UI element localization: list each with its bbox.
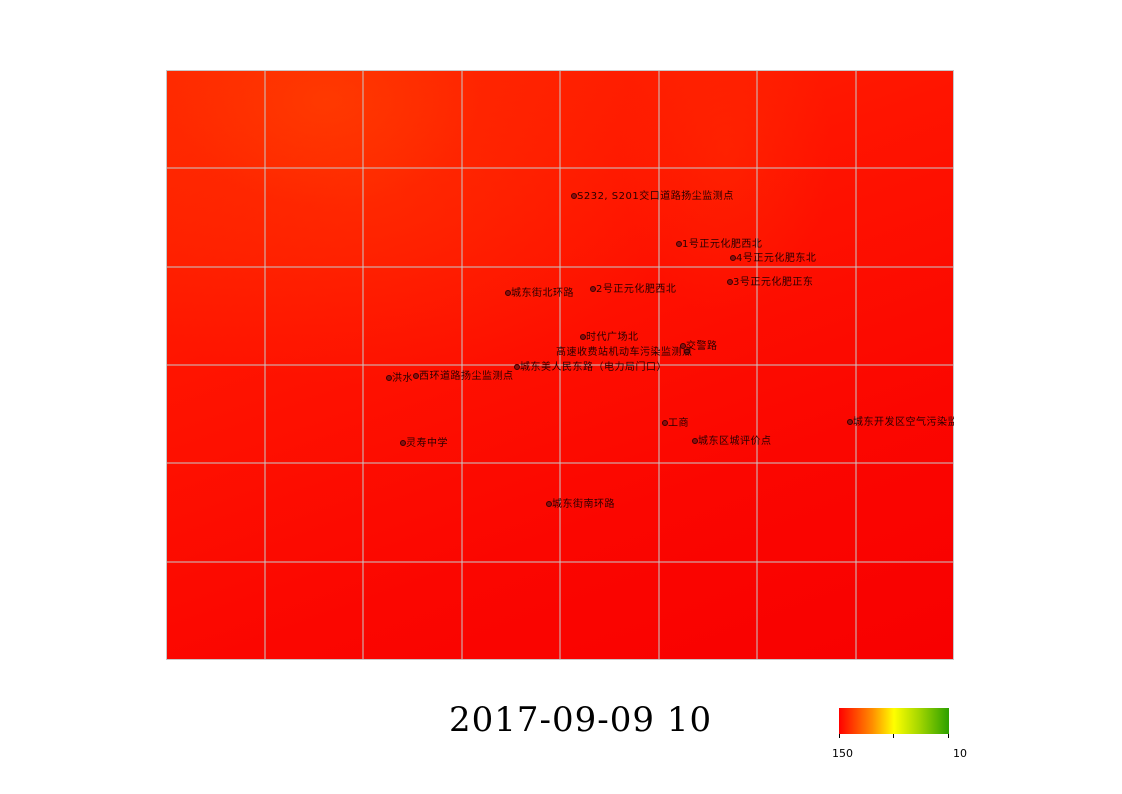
station-label: 洪水	[392, 373, 413, 384]
station-marker-icon	[692, 438, 698, 444]
station-marker-icon	[386, 375, 392, 381]
station-label: S232, S201交口道路扬尘监测点	[577, 191, 734, 202]
station-label: 灵寿中学	[406, 438, 448, 449]
station-marker-icon	[680, 343, 686, 349]
color-legend-bar	[839, 708, 949, 734]
station-marker-icon	[514, 364, 520, 370]
legend-tick	[839, 734, 840, 738]
station-marker-icon	[590, 286, 596, 292]
station-label: 城东美人民东路（电力局门口）	[520, 362, 667, 373]
station-marker-icon	[662, 420, 668, 426]
station-marker-icon	[684, 349, 690, 355]
station-label: 城东开发区空气污染监测点	[853, 417, 954, 428]
station-label: 西环道路扬尘监测点	[419, 371, 514, 382]
station-marker-icon	[676, 241, 682, 247]
station-label: 4号正元化肥东北	[736, 253, 817, 264]
station-marker-icon	[400, 440, 406, 446]
station-label: 2号正元化肥西北	[596, 284, 677, 295]
legend-min-label: 150	[832, 747, 853, 760]
station-marker-icon	[847, 419, 853, 425]
station-marker-icon	[546, 501, 552, 507]
map-grid	[166, 70, 954, 660]
station-marker-icon	[727, 279, 733, 285]
station-marker-icon	[505, 290, 511, 296]
station-label: 时代广场北	[586, 332, 639, 343]
station-label: 3号正元化肥正东	[733, 277, 814, 288]
map-timestamp: 2017-09-09 10	[449, 700, 713, 740]
station-marker-icon	[730, 255, 736, 261]
legend-max-label: 10	[953, 747, 967, 760]
station-label: 工商	[668, 418, 689, 429]
station-label: 城东街南环路	[552, 499, 615, 510]
legend-tick	[893, 734, 894, 738]
legend-tick	[948, 734, 949, 738]
station-label: 交警路	[686, 341, 718, 352]
station-marker-icon	[580, 334, 586, 340]
station-marker-icon	[413, 373, 419, 379]
station-label: 城东街北环路	[511, 288, 574, 299]
station-label: 高速收费站机动车污染监测点	[556, 347, 693, 358]
station-marker-icon	[571, 193, 577, 199]
pollution-heatmap: S232, S201交口道路扬尘监测点 1号正元化肥西北 4号正元化肥东北 2号…	[166, 70, 954, 660]
station-label: 城东区城评价点	[698, 436, 772, 447]
station-label: 1号正元化肥西北	[682, 239, 763, 250]
